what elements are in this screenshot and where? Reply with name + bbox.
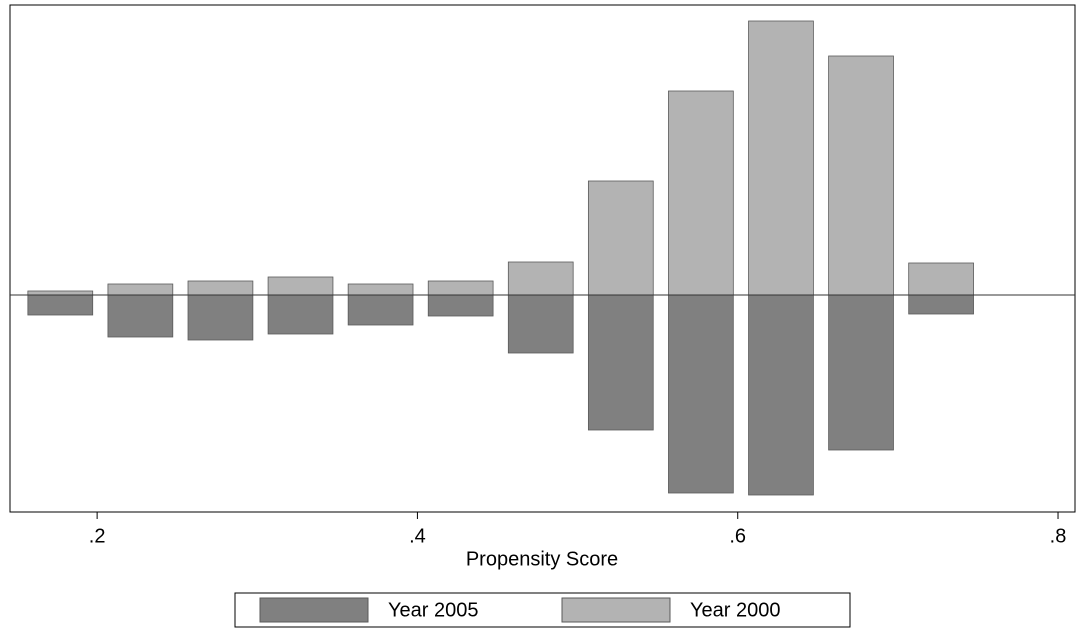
bar [507, 261, 574, 296]
x-tick-label: .6 [729, 525, 746, 547]
bar [267, 276, 334, 296]
bar [27, 294, 94, 316]
bar [587, 294, 654, 431]
bar [828, 294, 894, 451]
bar [187, 294, 254, 341]
bar [668, 90, 734, 296]
bar [427, 294, 494, 317]
bar [908, 262, 974, 296]
bar [908, 294, 974, 315]
bar [27, 290, 94, 296]
x-tick-label: .2 [89, 525, 106, 547]
bar [107, 294, 174, 338]
bar [748, 20, 814, 296]
bar [748, 294, 814, 496]
legend-label: Year 2000 [690, 599, 780, 621]
legend-swatch [561, 597, 671, 623]
bar [427, 280, 494, 296]
bar [107, 283, 174, 296]
bar [587, 180, 654, 296]
bar [347, 294, 414, 326]
legend-swatch [259, 597, 369, 623]
plot-frame [9, 4, 1076, 513]
x-tick-label: .8 [1050, 525, 1067, 547]
x-axis-title: Propensity Score [466, 548, 618, 570]
bar [828, 55, 894, 296]
x-tick-label: .4 [409, 525, 426, 547]
legend-label: Year 2005 [388, 599, 478, 621]
bar [347, 283, 414, 296]
bar [668, 294, 734, 494]
bar [187, 280, 254, 296]
bar [267, 294, 334, 335]
bar [507, 294, 574, 354]
